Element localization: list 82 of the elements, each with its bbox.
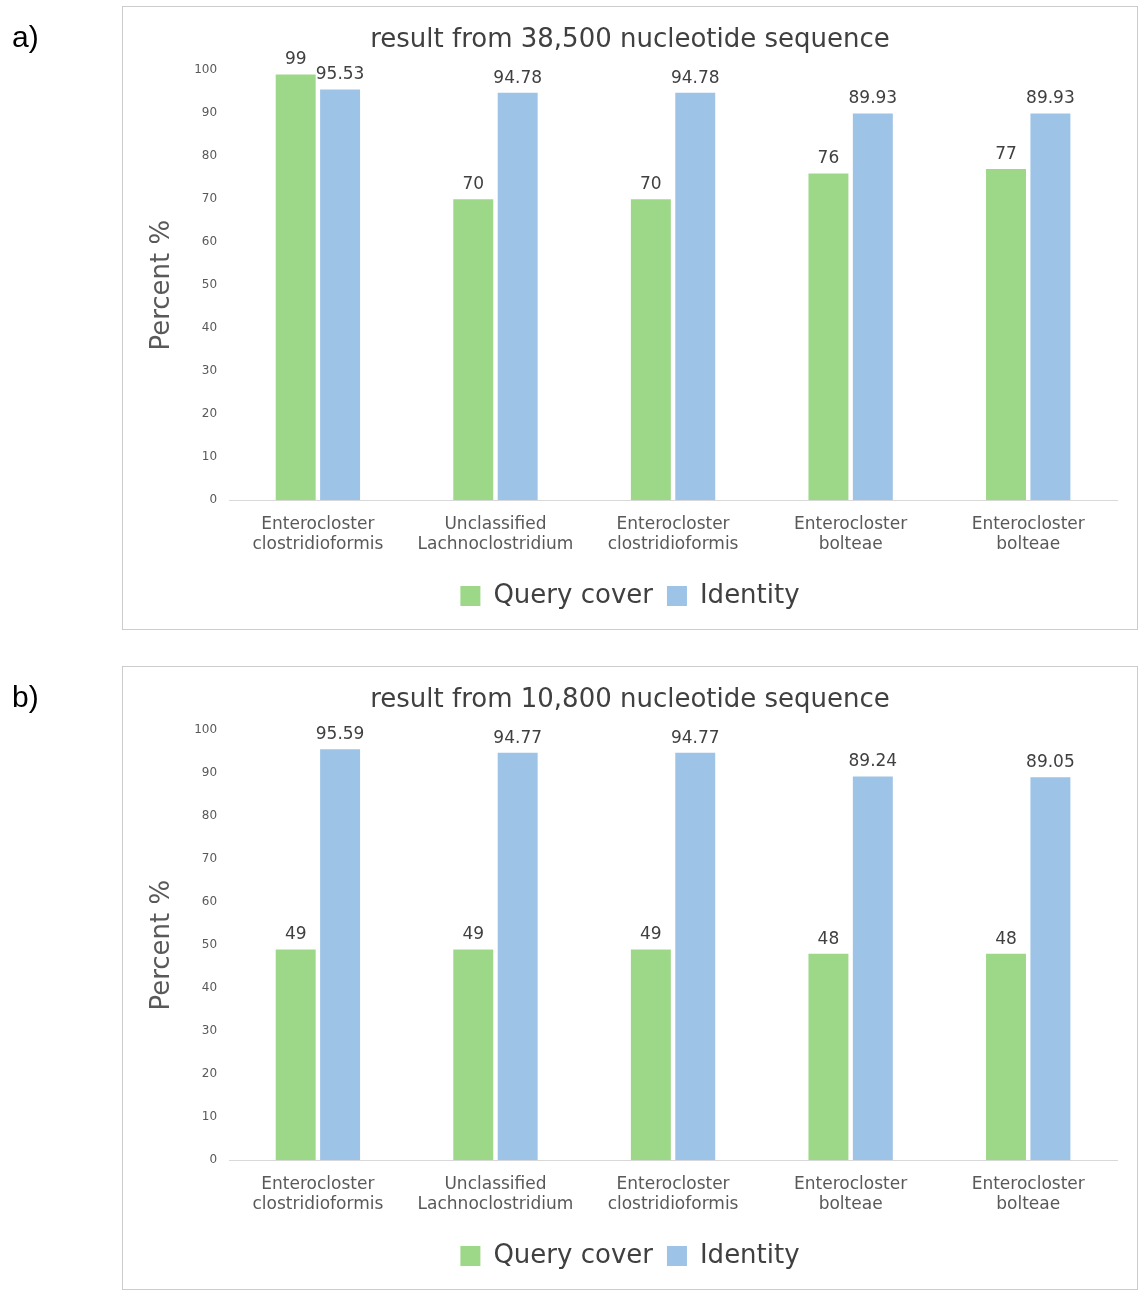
y-tick-label: 0 [209, 492, 218, 507]
y-tick-label: 60 [201, 894, 218, 909]
legend-label: Query cover [493, 1238, 654, 1269]
x-tick-label: Enterocloster bolteae [971, 512, 1085, 554]
text: b) [12, 680, 39, 714]
y-tick-label: 30 [201, 363, 218, 378]
chart-title: result from 38,500 nucleotide sequence [370, 23, 890, 54]
y-tick-label: 0 [209, 1152, 218, 1167]
legend-label: Identity [699, 1238, 800, 1269]
bar [497, 752, 538, 1161]
chart-title: result from 10,800 nucleotide sequence [370, 683, 890, 714]
text: a) [12, 20, 39, 54]
bar [630, 199, 671, 501]
y-tick-label: 20 [201, 406, 218, 421]
y-tick-label: 90 [201, 105, 218, 120]
data-label: 94.77 [493, 726, 543, 747]
y-tick-label: 70 [201, 191, 218, 206]
data-label: 70 [462, 173, 485, 194]
data-label: 94.78 [493, 66, 543, 87]
y-tick-label: 20 [201, 1066, 218, 1081]
legend-label: Identity [699, 578, 800, 609]
bar [808, 953, 849, 1161]
x-tick-label: Enterocloster bolteae [794, 512, 908, 554]
data-label: 49 [284, 923, 307, 944]
data-label: 76 [817, 147, 840, 168]
bar [275, 74, 316, 501]
y-tick-label: 80 [201, 148, 218, 163]
x-tick-label: Enterocloster bolteae [794, 1172, 908, 1214]
data-label: 94.78 [670, 66, 720, 87]
data-label: 94.77 [670, 726, 720, 747]
y-tick-label: 70 [201, 851, 218, 866]
data-label: 95.59 [315, 723, 365, 744]
data-label: 48 [817, 927, 840, 948]
bar [275, 949, 316, 1161]
bar [453, 949, 494, 1161]
y-tick-label: 40 [201, 320, 218, 335]
x-tick-label: Enterocloster clostridioformis [607, 1172, 739, 1214]
bar [852, 776, 893, 1161]
bar [675, 752, 716, 1161]
y-tick-label: 50 [201, 937, 218, 952]
y-tick-label: 80 [201, 808, 218, 823]
data-label: 95.53 [315, 63, 365, 84]
data-label: 49 [462, 923, 485, 944]
x-tick-label: Enterocloster bolteae [971, 1172, 1085, 1214]
data-label: 70 [640, 173, 662, 194]
data-label: 89.05 [1026, 751, 1075, 772]
data-label: 89.93 [848, 87, 898, 108]
bar [630, 949, 671, 1161]
data-label: 99 [284, 48, 307, 69]
data-label: 89.93 [1026, 87, 1075, 108]
y-tick-label: 100 [194, 62, 218, 77]
x-tick-label: Unclassified Lachnoclostridium [417, 1172, 574, 1214]
y-tick-label: 60 [201, 234, 218, 249]
bar [986, 169, 1026, 501]
bar [808, 173, 849, 501]
x-tick-label: Enterocloster clostridioformis [252, 1172, 384, 1214]
x-tick-label: Enterocloster clostridioformis [607, 512, 739, 554]
bar [497, 92, 538, 501]
bar [1030, 777, 1071, 1161]
bar [675, 92, 716, 501]
data-label: 48 [995, 927, 1017, 948]
bar [320, 89, 361, 501]
data-label: 89.24 [848, 750, 898, 771]
y-tick-label: 40 [201, 980, 218, 995]
y-tick-label: 90 [201, 765, 218, 780]
bar [320, 749, 361, 1161]
x-tick-label: Unclassified Lachnoclostridium [417, 512, 574, 554]
x-tick-label: Enterocloster clostridioformis [252, 512, 384, 554]
bar [1030, 113, 1071, 501]
y-axis-title: Percent % [145, 219, 176, 351]
data-label: 49 [640, 923, 662, 944]
bar [453, 199, 494, 501]
legend-label: Query cover [493, 578, 654, 609]
y-tick-label: 50 [201, 277, 218, 292]
y-tick-label: 100 [194, 722, 218, 737]
data-label: 77 [995, 143, 1017, 164]
y-tick-label: 10 [201, 1109, 218, 1124]
y-axis-title: Percent % [145, 879, 176, 1011]
bar [852, 113, 893, 501]
y-tick-label: 10 [201, 449, 218, 464]
y-tick-label: 30 [201, 1023, 218, 1038]
bar [986, 953, 1026, 1161]
